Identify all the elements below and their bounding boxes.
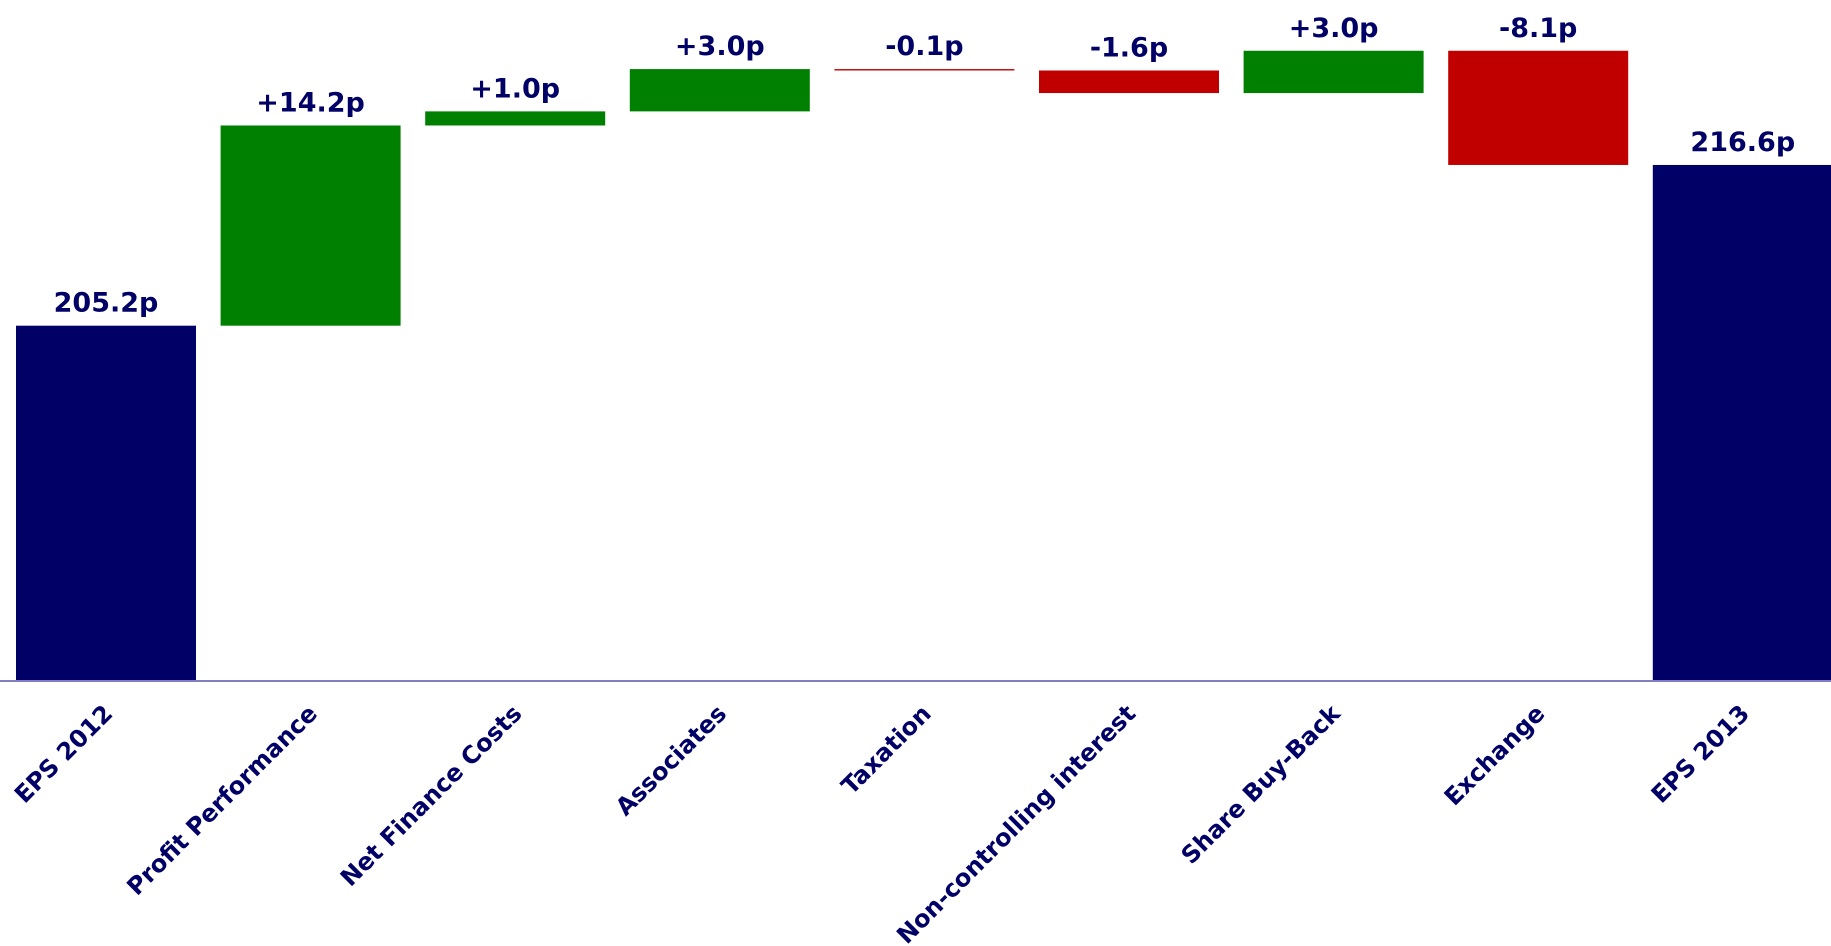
value-label: -8.1p	[1499, 13, 1577, 44]
category-label: Share Buy-Back	[1176, 699, 1347, 870]
category-label: Profit Performance	[121, 699, 322, 900]
bar	[1652, 164, 1831, 681]
value-label: -1.6p	[1090, 32, 1168, 63]
category-label: Taxation	[836, 699, 937, 800]
bar	[629, 69, 810, 112]
category-label: Exchange	[1439, 699, 1551, 811]
category-label: Associates	[610, 699, 732, 821]
value-label: +3.0p	[675, 31, 765, 62]
bar	[425, 111, 606, 126]
category-label: Net Finance Costs	[335, 699, 527, 891]
bar	[1448, 50, 1629, 165]
value-label: +1.0p	[470, 73, 560, 104]
value-label: -0.1p	[885, 31, 963, 62]
bar	[1243, 50, 1424, 94]
bar	[16, 325, 196, 681]
value-label: +3.0p	[1289, 13, 1379, 44]
bar	[1039, 70, 1219, 94]
category-label: EPS 2013	[1646, 699, 1755, 808]
value-label: 216.6p	[1690, 127, 1795, 158]
value-label: +14.2p	[256, 87, 365, 118]
value-label: 205.2p	[54, 288, 159, 319]
category-label: EPS 2012	[9, 699, 118, 808]
category-label: Non-controlling interest	[891, 699, 1141, 946]
bar	[834, 69, 1015, 71]
bar	[220, 125, 401, 326]
